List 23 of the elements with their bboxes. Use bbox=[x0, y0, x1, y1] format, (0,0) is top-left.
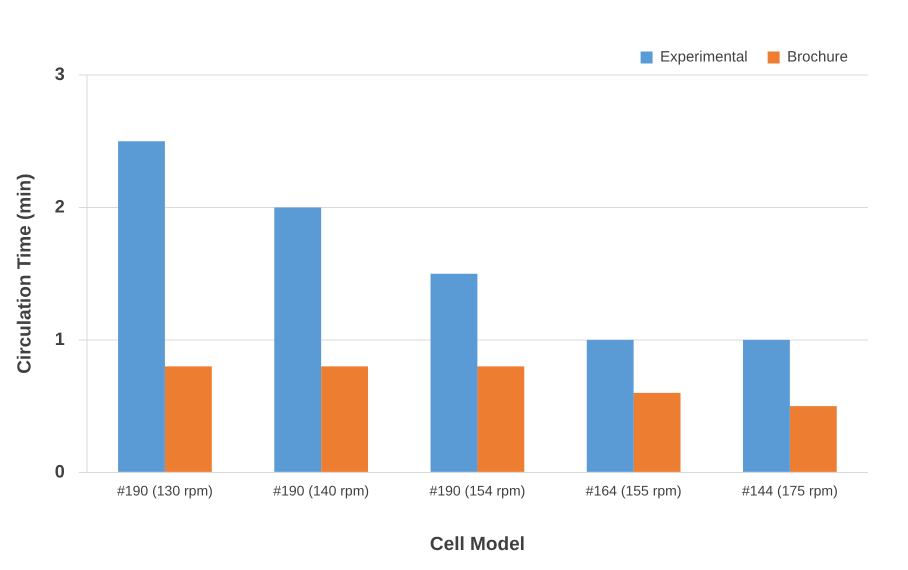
y-tick-label: 2 bbox=[54, 196, 65, 216]
y-tick-label: 1 bbox=[54, 328, 65, 349]
bar bbox=[274, 207, 322, 472]
bar bbox=[790, 406, 837, 472]
x-tick-label: #190 (154 rpm) bbox=[430, 482, 526, 499]
x-tick-label: #144 (175 rpm) bbox=[742, 482, 838, 499]
bar bbox=[634, 392, 681, 472]
x-tick-label: #190 (140 rpm) bbox=[273, 482, 370, 499]
bar bbox=[743, 340, 790, 472]
legend-label: Experimental bbox=[660, 48, 748, 66]
x-tick-label: #190 (130 rpm) bbox=[117, 482, 213, 499]
legend-label: Brochure bbox=[787, 48, 848, 66]
y-tick-label: 3 bbox=[54, 64, 65, 84]
y-axis-title: Circulation Time (min) bbox=[14, 174, 36, 374]
y-tick-label: 0 bbox=[54, 461, 65, 482]
bar bbox=[321, 366, 368, 472]
bar bbox=[430, 274, 478, 472]
bar bbox=[164, 366, 212, 472]
x-tick-label: #164 (155 rpm) bbox=[586, 482, 682, 499]
bar bbox=[477, 366, 524, 472]
x-axis-title: Cell Model bbox=[430, 534, 525, 555]
bar bbox=[118, 141, 165, 472]
bar bbox=[586, 340, 634, 472]
